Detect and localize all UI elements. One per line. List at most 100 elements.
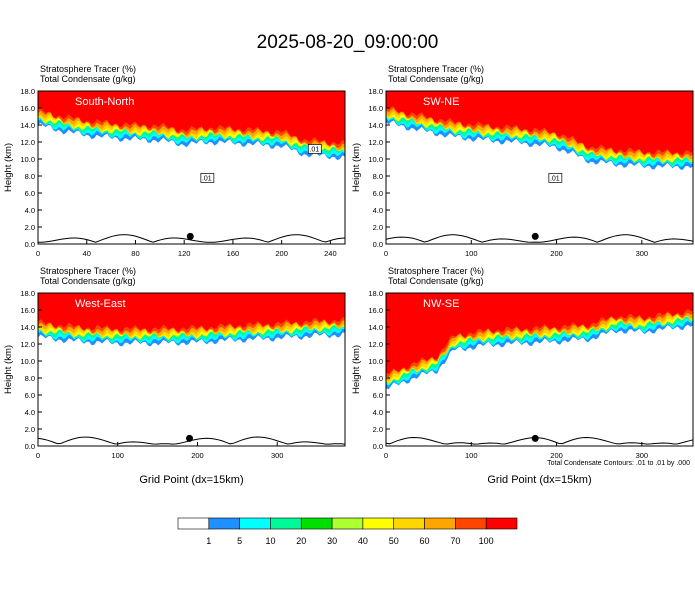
colorbar: 1 5 10 20 30 40 50 60 70 100 [177,517,518,546]
x-tick-label: 200 [191,451,204,460]
colorbar-swatch [393,517,425,530]
x-tick-label: 120 [178,249,191,258]
contour-label: .01 [309,147,319,154]
subtitle-line: Total Condensate (g/kg) [40,74,136,84]
colorbar-swatch [177,517,210,530]
x-tick-label: 300 [636,249,649,258]
y-tick-label: 10.0 [368,155,383,164]
subtitle-line: Total Condensate (g/kg) [388,74,484,84]
plot-frame [37,90,346,245]
y-tick-label: 8.0 [373,374,383,383]
x-axis-label: Grid Point (dx=15km) [487,474,591,486]
subtitle-line: Stratosphere Tracer (%) [40,64,136,74]
x-tick-label: 160 [227,249,240,258]
panel-2: .01 SW-NE Stratosphere Tracer (%)Total Con… [351,64,694,258]
plot-frame [37,292,346,447]
terrain-line [386,234,693,243]
subtitle-line: Total Condensate (g/kg) [40,276,136,286]
y-tick-label: 12.0 [368,138,383,147]
y-tick-label: 8.0 [373,172,383,181]
plot-frame [385,292,694,447]
x-tick-label: 300 [636,451,649,460]
panel-label: West-East [75,298,126,310]
y-tick-label: 0.0 [25,240,35,249]
contour-label: .01 [202,175,212,182]
y-tick-label: 16.0 [20,104,35,113]
x-axis-label: Grid Point (dx=15km) [139,474,243,486]
colorbar-label: 5 [237,536,242,546]
y-tick-label: 12.0 [20,138,35,147]
colorbar-label: 10 [265,536,275,546]
y-tick-label: 8.0 [25,172,35,181]
colorbar-label: 50 [389,536,399,546]
colorbar-swatch [331,517,364,530]
tracer-field: .01 [386,91,693,243]
y-tick-label: 6.0 [25,189,35,198]
y-tick-label: 14.0 [20,323,35,332]
y-tick-label: 18.0 [368,289,383,298]
tracer-field: .01 .01 [38,91,345,243]
tracer-band [386,293,693,374]
colorbar-swatch [455,517,487,530]
contour-label-box [307,144,322,154]
location-marker [531,232,539,240]
panel-1: .01 .01 South-North Stratosphere Tracer (%)… [3,64,346,258]
colorbar-swatch [208,517,240,530]
y-tick-label: 0.0 [25,442,35,451]
y-tick-label: 10.0 [20,357,35,366]
x-tick-label: 0 [384,249,388,258]
y-tick-label: 2.0 [373,223,383,232]
y-tick-label: 12.0 [20,340,35,349]
x-tick-label: 100 [111,451,124,460]
panel-label: NW-SE [423,298,459,310]
colorbar-label: 100 [479,536,494,546]
y-tick-label: 16.0 [20,306,35,315]
x-tick-label: 100 [465,249,478,258]
x-tick-label: 40 [83,249,91,258]
y-tick-label: 4.0 [373,408,383,417]
x-tick-label: 0 [36,249,40,258]
subtitle-line: Total Condensate (g/kg) [388,276,484,286]
panel-3: West-East Stratosphere Tracer (%)Total Co… [3,266,346,486]
y-axis-label: Height (km) [3,345,14,394]
y-tick-label: 12.0 [368,340,383,349]
colorbar-label: 40 [358,536,368,546]
x-tick-label: 240 [324,249,337,258]
x-tick-label: 300 [271,451,284,460]
tracer-band [38,293,345,332]
contour-label: .01 [550,175,560,182]
colorbar-label: 20 [296,536,306,546]
subtitle-line: Stratosphere Tracer (%) [388,64,484,74]
x-tick-label: 200 [550,451,563,460]
y-tick-label: 2.0 [25,425,35,434]
subtitle-line: Stratosphere Tracer (%) [40,266,136,276]
x-tick-label: 200 [550,249,563,258]
x-tick-label: 100 [465,451,478,460]
colorbar-label: 30 [327,536,337,546]
colorbar-label: 70 [450,536,460,546]
y-axis-label: Height (km) [351,345,362,394]
terrain-line [38,234,345,243]
x-tick-label: 0 [36,451,40,460]
y-tick-label: 0.0 [373,442,383,451]
x-tick-label: 80 [131,249,139,258]
location-marker [186,232,194,240]
panel-label: SW-NE [423,96,459,108]
tracer-band [386,91,693,155]
y-tick-label: 10.0 [20,155,35,164]
y-tick-label: 10.0 [368,357,383,366]
colorbar-swatch [300,517,333,530]
tracer-band [38,91,345,146]
panel-label: South-North [75,96,134,108]
tracer-field [38,293,345,445]
y-axis-label: Height (km) [351,143,362,192]
y-tick-label: 14.0 [20,121,35,130]
y-tick-label: 18.0 [368,87,383,96]
y-tick-label: 16.0 [368,104,383,113]
y-tick-label: 0.0 [373,240,383,249]
y-tick-label: 6.0 [373,391,383,400]
x-tick-label: 200 [275,249,288,258]
colorbar-swatch [485,517,518,530]
y-tick-label: 4.0 [25,206,35,215]
